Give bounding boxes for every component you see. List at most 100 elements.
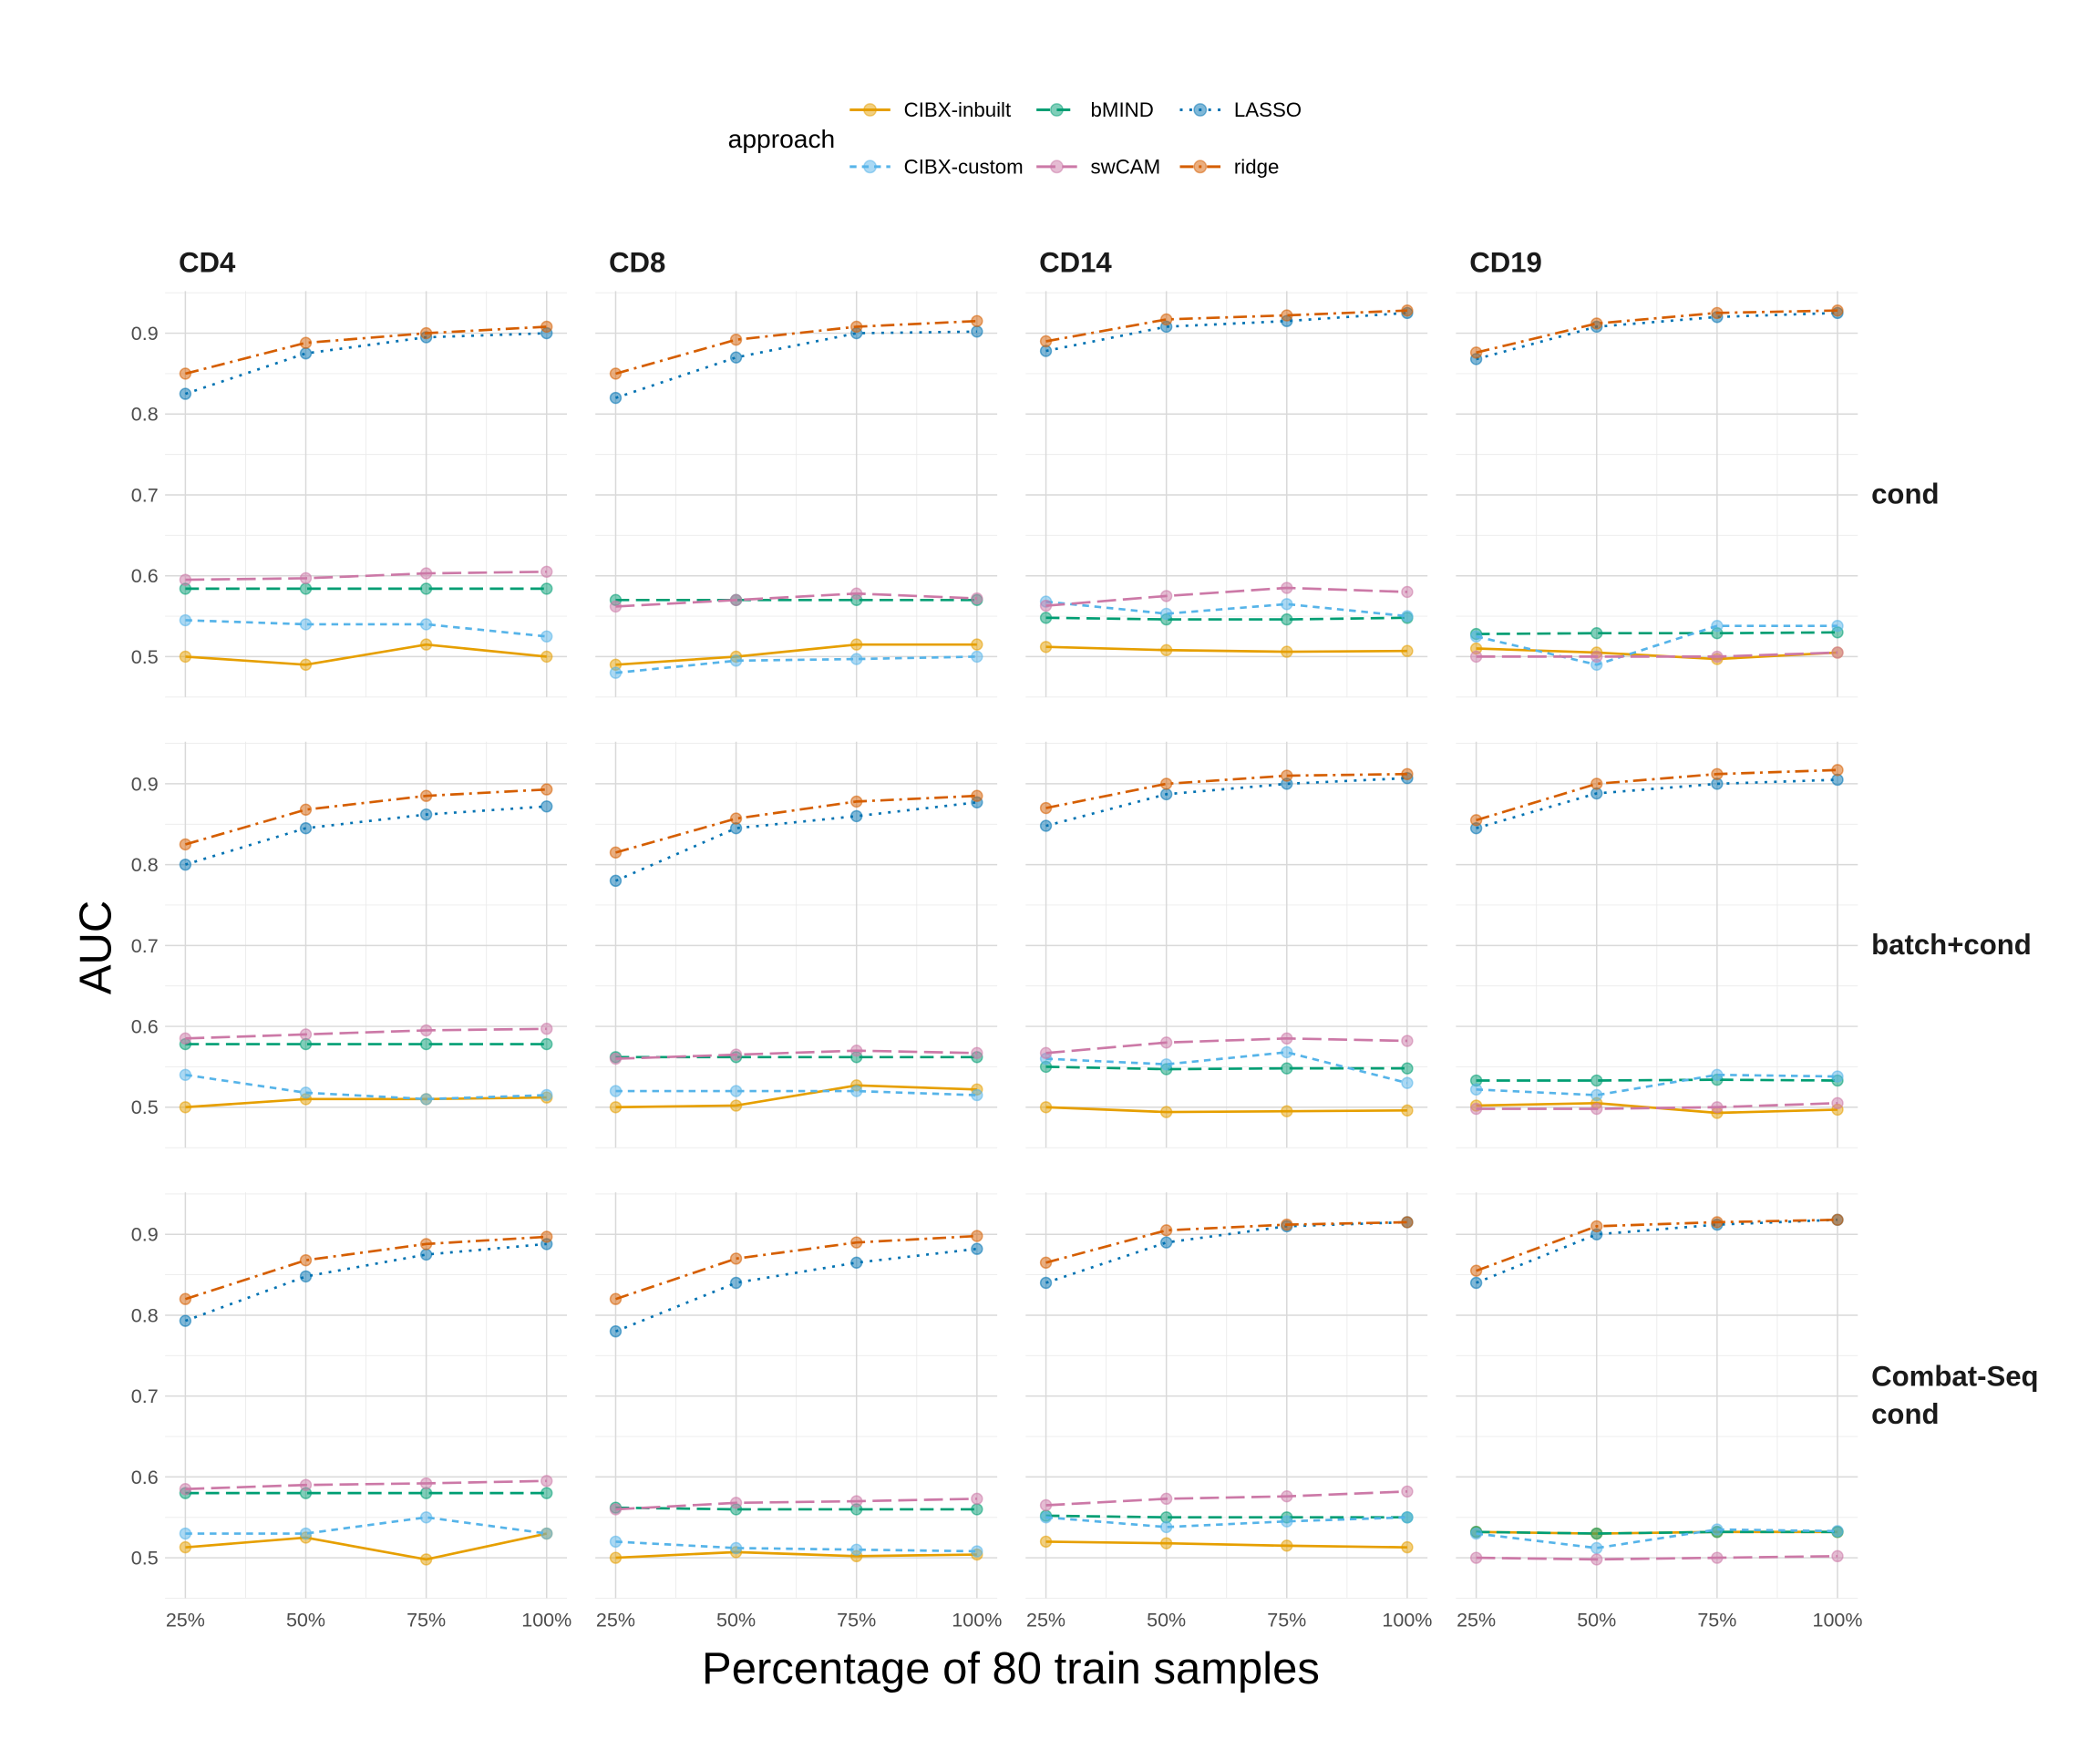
data-point-LASSO bbox=[299, 822, 313, 835]
series-line-LASSO bbox=[1045, 311, 1408, 353]
data-point-ridge bbox=[850, 1236, 863, 1249]
data-point-CIBX-custom bbox=[1711, 620, 1724, 633]
data-point-LASSO bbox=[179, 387, 192, 400]
data-point-ridge bbox=[1590, 777, 1603, 790]
data-point-LASSO bbox=[609, 874, 623, 888]
data-point-ridge bbox=[179, 1292, 192, 1305]
series-line-swCAM bbox=[615, 1049, 977, 1060]
data-point-swCAM bbox=[850, 1044, 863, 1057]
data-point-ridge bbox=[971, 314, 983, 327]
series-line-swCAM bbox=[1045, 586, 1407, 607]
data-point-CIBX-custom bbox=[179, 613, 192, 627]
series-line-ridge bbox=[185, 325, 547, 376]
data-point-swCAM bbox=[1469, 1551, 1483, 1564]
data-point-ridge bbox=[1831, 1213, 1844, 1226]
data-point-swCAM bbox=[1039, 599, 1053, 612]
data-point-CIBX-custom bbox=[1469, 1083, 1483, 1096]
legend-label: LASSO bbox=[1234, 98, 1302, 121]
y-tick-label: 0.5 bbox=[131, 1548, 159, 1570]
data-point-CIBX-inbuilt bbox=[540, 650, 553, 664]
data-point-CIBX-inbuilt bbox=[729, 1099, 743, 1112]
legend-key-point bbox=[863, 103, 877, 117]
panel-CD8-2: 25% 50% 75% 100% bbox=[595, 1192, 1002, 1632]
data-point-CIBX-custom bbox=[1469, 630, 1483, 643]
series-line-LASSO bbox=[1045, 777, 1407, 828]
x-tick-label: 100% bbox=[521, 1610, 571, 1632]
data-point-LASSO bbox=[850, 1256, 863, 1269]
data-point-CIBX-inbuilt bbox=[1281, 1105, 1293, 1117]
data-point-ridge bbox=[1281, 1218, 1293, 1231]
data-point-swCAM bbox=[1590, 1553, 1603, 1566]
data-point-ridge bbox=[419, 789, 433, 802]
data-point-swCAM bbox=[179, 573, 192, 586]
data-point-bMIND bbox=[419, 1037, 433, 1051]
data-point-swCAM bbox=[609, 1503, 623, 1516]
series-line-swCAM bbox=[615, 592, 977, 608]
series-line-LASSO bbox=[614, 1247, 977, 1333]
data-point-CIBX-inbuilt bbox=[1039, 1535, 1053, 1549]
series-line-ridge bbox=[185, 788, 547, 846]
data-point-ridge bbox=[729, 812, 743, 825]
data-point-swCAM bbox=[971, 1492, 983, 1506]
data-point-ridge bbox=[1831, 764, 1844, 777]
panel-CD19-0: CD19 cond bbox=[1456, 247, 1940, 698]
data-point-CIBX-custom bbox=[729, 1541, 743, 1555]
series-line-swCAM bbox=[185, 1027, 547, 1040]
series-line-ridge bbox=[184, 1235, 547, 1301]
panel-CD8-1 bbox=[595, 741, 998, 1148]
series-line-ridge bbox=[1476, 768, 1838, 822]
panel-CD4-0: 0.5 0.6 0.7 0.8 0.9 CD4 bbox=[131, 247, 568, 698]
data-point-ridge bbox=[971, 1230, 983, 1242]
y-tick-label: 0.5 bbox=[131, 646, 159, 668]
data-point-ridge bbox=[1469, 346, 1483, 359]
data-point-swCAM bbox=[299, 571, 313, 585]
panel-CD14-0: CD14 bbox=[1025, 247, 1428, 698]
row-strip-label: Combat-Seq bbox=[1871, 1360, 2038, 1392]
data-point-bMIND bbox=[1281, 612, 1293, 626]
legend-key-point bbox=[1193, 160, 1208, 174]
data-point-CIBX-custom bbox=[179, 1068, 192, 1081]
data-point-ridge bbox=[299, 1253, 313, 1267]
data-point-swCAM bbox=[1590, 650, 1603, 664]
data-point-swCAM bbox=[1469, 650, 1483, 664]
data-point-swCAM bbox=[1590, 1102, 1603, 1116]
data-point-CIBX-custom bbox=[540, 630, 553, 643]
data-point-LASSO bbox=[729, 351, 743, 364]
legend-label: swCAM bbox=[1091, 155, 1161, 178]
data-point-bMIND bbox=[1590, 627, 1603, 640]
data-point-CIBX-custom bbox=[609, 666, 623, 679]
data-point-ridge bbox=[179, 838, 192, 851]
series-line-CIBX-inbuilt bbox=[1045, 1106, 1407, 1114]
column-strip-label: CD8 bbox=[609, 247, 665, 279]
data-point-swCAM bbox=[1401, 585, 1414, 599]
row-strip-label: cond bbox=[1871, 478, 1939, 510]
data-point-ridge bbox=[299, 803, 313, 816]
data-point-swCAM bbox=[540, 565, 553, 578]
data-point-bMIND bbox=[1039, 612, 1053, 624]
series-line-CIBX-inbuilt bbox=[615, 1550, 977, 1560]
data-point-CIBX-inbuilt bbox=[971, 638, 983, 651]
data-point-swCAM bbox=[1831, 1096, 1844, 1110]
data-point-swCAM bbox=[1039, 1498, 1053, 1512]
data-point-LASSO bbox=[1039, 819, 1053, 832]
data-point-swCAM bbox=[419, 1024, 433, 1037]
data-point-CIBX-custom bbox=[1281, 598, 1293, 611]
data-point-CIBX-inbuilt bbox=[1401, 1104, 1414, 1117]
x-tick-label: 100% bbox=[1812, 1610, 1862, 1632]
data-point-CIBX-inbuilt bbox=[1039, 641, 1053, 654]
x-tick-label: 50% bbox=[716, 1610, 756, 1632]
series-line-ridge bbox=[615, 1234, 977, 1301]
data-point-CIBX-custom bbox=[1711, 1523, 1724, 1536]
series-line-CIBX-inbuilt bbox=[615, 1084, 977, 1109]
data-point-swCAM bbox=[419, 567, 433, 580]
x-tick-label: 25% bbox=[596, 1610, 635, 1632]
data-point-CIBX-custom bbox=[1401, 1076, 1414, 1089]
data-point-CIBX-custom bbox=[1159, 607, 1173, 621]
data-point-CIBX-custom bbox=[1281, 1045, 1293, 1059]
data-point-ridge bbox=[1159, 313, 1173, 326]
data-point-CIBX-custom bbox=[1711, 1068, 1724, 1081]
data-point-swCAM bbox=[179, 1483, 192, 1496]
legend-key-point bbox=[1193, 103, 1208, 117]
data-point-CIBX-custom bbox=[609, 1535, 623, 1549]
data-point-LASSO bbox=[179, 858, 192, 871]
